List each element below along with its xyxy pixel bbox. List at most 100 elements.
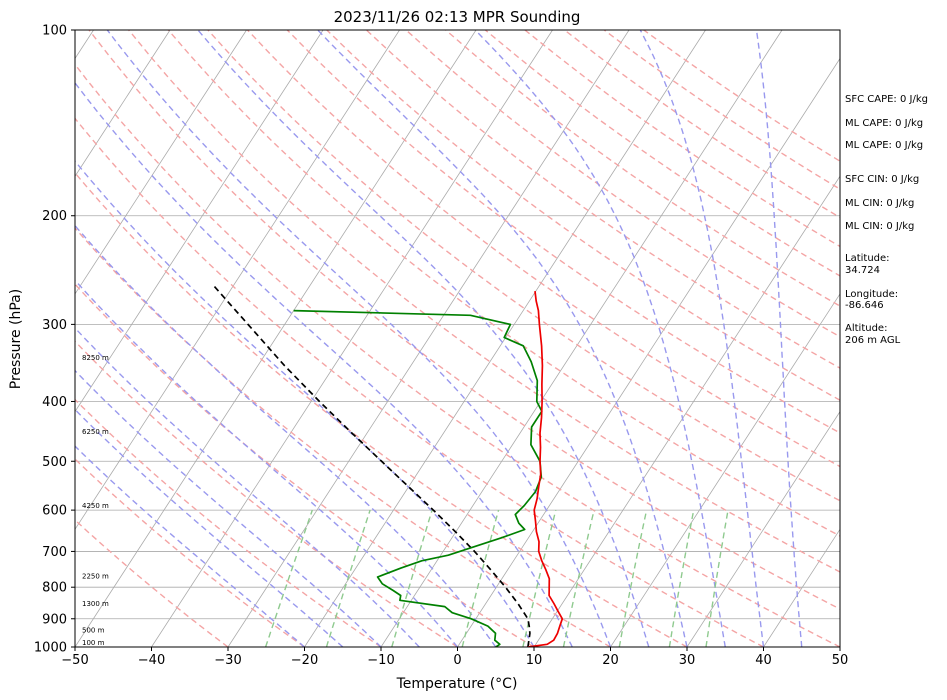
isotherm-line bbox=[610, 293, 840, 647]
moist-adiabat-line bbox=[197, 30, 650, 647]
dry-adiabat-line bbox=[75, 63, 840, 647]
axis-ticks: −50 −40 −30 −20 −10 0 10 20 30 40 50 100 200 300 400 50… bbox=[34, 24, 848, 669]
x-tick-label: −40 bbox=[138, 653, 165, 668]
dry-adiabat-line bbox=[75, 117, 764, 647]
isotherm-line bbox=[75, 30, 477, 647]
background-lines bbox=[75, 30, 840, 647]
sounding-traces bbox=[213, 285, 564, 647]
y-tick-label: 900 bbox=[42, 612, 67, 627]
y-tick-label: 200 bbox=[42, 209, 67, 224]
x-tick-label: 50 bbox=[832, 653, 849, 668]
x-axis-label: Temperature (°C) bbox=[396, 676, 518, 692]
ml-cin-text-2: ML CIN: 0 J/kg bbox=[845, 221, 914, 232]
isotherm-line bbox=[533, 175, 840, 647]
ml-cape-text: ML CAPE: 0 J/kg bbox=[845, 118, 923, 129]
y-tick-label: 500 bbox=[42, 455, 67, 470]
sfc-cin-text: SFC CIN: 0 J/kg bbox=[845, 174, 919, 185]
y-tick-label: 100 bbox=[42, 24, 67, 39]
dry-adiabat-line bbox=[75, 340, 458, 647]
isotherm-line bbox=[151, 30, 553, 647]
height-labels: 100 m 500 m 1300 m 2250 m 4250 m 6250 m 8250 m bbox=[82, 354, 109, 647]
dry-adiabat-line bbox=[75, 171, 688, 647]
x-tick-label: 40 bbox=[755, 653, 772, 668]
mixing-ratio-line bbox=[705, 509, 729, 647]
mixing-ratio-line bbox=[264, 509, 313, 647]
height-label: 500 m bbox=[82, 627, 105, 635]
moist-adiabat-line bbox=[75, 279, 459, 647]
ml-cape-text-2: ML CAPE: 0 J/kg bbox=[845, 140, 923, 151]
dry-adiabat-line bbox=[326, 30, 840, 401]
isotherm-line bbox=[75, 30, 171, 177]
altitude-value: 206 m AGL bbox=[845, 335, 901, 346]
latitude-value: 34.724 bbox=[845, 265, 880, 276]
moist-adiabat-line bbox=[755, 30, 803, 647]
isotherm-line bbox=[75, 30, 400, 531]
altitude-label: Altitude: bbox=[845, 323, 887, 334]
x-tick-label: 10 bbox=[526, 653, 543, 668]
dry-adiabat-line bbox=[75, 458, 305, 647]
dry-adiabat-line bbox=[128, 30, 840, 573]
chart-title: 2023/11/26 02:13 MPR Sounding bbox=[334, 8, 581, 26]
mixing-ratio-line bbox=[522, 509, 557, 647]
x-tick-label: −10 bbox=[367, 653, 394, 668]
height-label: 6250 m bbox=[82, 428, 109, 436]
x-tick-label: 20 bbox=[602, 653, 619, 668]
x-tick-label: −20 bbox=[291, 653, 318, 668]
y-tick-label: 600 bbox=[42, 504, 67, 519]
dry-adiabat-line bbox=[88, 30, 840, 610]
x-tick-label: −30 bbox=[214, 653, 241, 668]
mixing-ratio-line bbox=[562, 509, 595, 647]
mixing-ratio-line bbox=[391, 509, 433, 647]
moist-adiabat-line bbox=[75, 369, 382, 647]
dry-adiabat-line bbox=[167, 30, 840, 537]
dry-adiabat-line bbox=[75, 519, 229, 647]
y-tick-label: 400 bbox=[42, 395, 67, 410]
longitude-label: Longitude: bbox=[845, 289, 898, 300]
height-label: 8250 m bbox=[82, 354, 109, 362]
y-tick-label: 1000 bbox=[34, 641, 67, 656]
ml-cin-text: ML CIN: 0 J/kg bbox=[845, 198, 914, 209]
y-tick-label: 800 bbox=[42, 581, 67, 596]
mixing-ratio-line bbox=[668, 509, 695, 647]
y-tick-label: 300 bbox=[42, 318, 67, 333]
moist-adiabat-line bbox=[474, 30, 726, 647]
moist-adiabat-line bbox=[639, 30, 765, 647]
x-tick-label: 30 bbox=[679, 653, 696, 668]
isotherm-line bbox=[75, 30, 324, 413]
mixing-ratio-line bbox=[618, 509, 648, 647]
x-tick-label: 0 bbox=[453, 653, 461, 668]
y-axis-label: Pressure (hPa) bbox=[8, 289, 24, 389]
x-tick-label: −50 bbox=[61, 653, 88, 668]
moist-adiabat-line bbox=[75, 408, 344, 647]
height-label: 2250 m bbox=[82, 572, 109, 580]
height-label: 100 m bbox=[82, 639, 105, 647]
dewpoint-line bbox=[293, 309, 543, 647]
dry-adiabat-line bbox=[75, 283, 535, 647]
height-label: 1300 m bbox=[82, 600, 109, 608]
dry-adiabat-line bbox=[75, 227, 611, 647]
isotherm-line bbox=[380, 30, 783, 647]
dry-adiabat-line bbox=[75, 398, 382, 647]
y-tick-label: 700 bbox=[42, 545, 67, 560]
temperature-line bbox=[527, 290, 564, 647]
isotherm-line bbox=[457, 57, 840, 647]
height-label: 4250 m bbox=[82, 502, 109, 510]
dry-adiabat-line bbox=[207, 30, 840, 502]
isotherm-line bbox=[686, 410, 840, 647]
isotherm-line bbox=[227, 30, 630, 647]
moist-adiabat-line bbox=[75, 159, 535, 647]
isotherm-line bbox=[763, 528, 840, 647]
latitude-label: Latitude: bbox=[845, 253, 890, 264]
parcel-profile-line bbox=[213, 285, 531, 647]
mixing-ratio-line bbox=[325, 509, 371, 647]
dry-adiabat-line bbox=[365, 30, 840, 369]
moist-adiabat-line bbox=[75, 224, 497, 647]
mixing-ratio-line bbox=[461, 509, 500, 647]
dry-adiabat-line bbox=[484, 30, 840, 277]
longitude-value: -86.646 bbox=[845, 300, 884, 311]
sounding-indices-panel: SFC CAPE: 0 J/kg ML CAPE: 0 J/kg ML CAPE… bbox=[845, 94, 928, 346]
moist-adiabat-line bbox=[75, 327, 420, 647]
moist-adiabat-line bbox=[75, 81, 573, 647]
isotherm-line bbox=[75, 30, 247, 295]
